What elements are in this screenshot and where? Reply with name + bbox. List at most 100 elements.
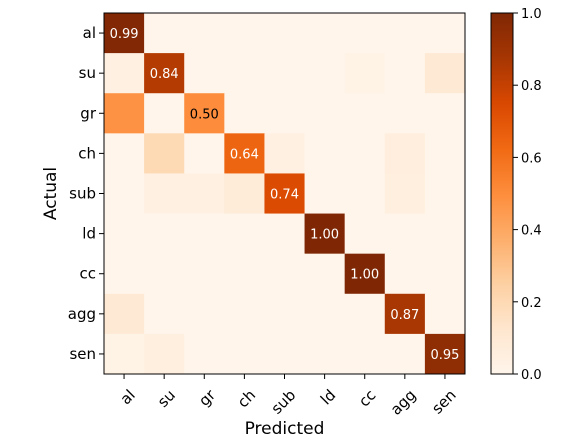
heatmap-cell-al-gr <box>184 13 225 54</box>
cell-value-label: 0.84 <box>150 67 179 82</box>
y-tick-label: ch <box>78 144 96 162</box>
cell-value-label: 1.00 <box>310 228 339 243</box>
colorbar: 0.0 0.2 0.4 0.6 0.8 1.0 <box>490 7 542 383</box>
heatmap-cell-sen-sub <box>264 333 306 375</box>
y-tick-label: su <box>79 64 96 82</box>
heatmap-cell-agg-sub <box>264 293 306 335</box>
heatmap-cell-sen-agg <box>384 333 426 375</box>
heatmap-cell-agg-sen <box>424 293 466 335</box>
heatmap-cell-cc-agg <box>384 253 426 295</box>
heatmap-cell-sen-su <box>144 333 185 375</box>
heatmap-cell-gr-ch <box>224 93 265 134</box>
heatmap-cell-ld-al <box>104 213 145 255</box>
heatmap-cell-su-sub <box>264 53 306 94</box>
heatmap-cell-su-ch <box>224 53 265 94</box>
heatmap-cell-ch-cc <box>344 133 386 174</box>
heatmap-cell-sub-gr <box>184 173 225 215</box>
heatmap-cell-sen-al <box>104 333 145 375</box>
heatmap-cell-al-ld <box>304 13 346 54</box>
x-tick-label: su <box>154 386 179 411</box>
cell-value-label: 0.50 <box>190 107 219 122</box>
heatmap-cell-agg-su <box>144 293 185 335</box>
heatmap-cell-agg-cc <box>344 293 386 335</box>
heatmap-cell-agg-gr <box>184 293 225 335</box>
cell-value-label: 0.87 <box>390 308 419 323</box>
heatmap-cell-ch-ld <box>304 133 346 174</box>
heatmap-cell-ch-sen <box>424 133 466 174</box>
heatmap-cell-ld-su <box>144 213 185 255</box>
heatmap-cell-ch-su <box>144 133 185 174</box>
colorbar-tick-label: 0.6 <box>521 151 542 166</box>
heatmap-cell-agg-ld <box>304 293 346 335</box>
heatmap-cell-agg-agg <box>384 293 426 335</box>
y-tick-label: cc <box>80 265 97 283</box>
cell-value-label: 1.00 <box>350 268 379 283</box>
x-tick-label: ld <box>317 386 339 408</box>
heatmap-cell-su-gr <box>184 53 225 94</box>
y-tick-label: sub <box>69 185 96 203</box>
heatmap-cell-ch-ch <box>224 133 265 174</box>
heatmap-cell-gr-al <box>104 93 145 134</box>
colorbar-ticks: 0.0 0.2 0.4 0.6 0.8 1.0 <box>513 7 542 383</box>
heatmap-cell-ch-agg <box>384 133 426 174</box>
heatmap-cell-sub-cc <box>344 173 386 215</box>
cell-value-label: 0.99 <box>110 27 139 42</box>
heatmap-cell-cc-cc <box>344 253 386 295</box>
heatmap-cell-cc-al <box>104 253 145 295</box>
heatmap-cell-labels: 0.99 0.84 0.50 0.64 0.74 1.00 1.00 0.87 0.95 <box>110 27 460 363</box>
heatmap-cell-al-ch <box>224 13 265 54</box>
heatmap-cell-al-sub <box>264 13 306 54</box>
heatmap-cell-al-cc <box>344 13 386 54</box>
y-tick-label: ld <box>82 225 96 243</box>
heatmap-cell-ld-ch <box>224 213 265 255</box>
heatmap-cell-al-al <box>104 13 145 54</box>
heatmap-cell-su-cc <box>344 53 386 94</box>
heatmap-cell-gr-gr <box>184 93 225 134</box>
colorbar-gradient <box>490 12 514 375</box>
heatmap-cell-gr-ld <box>304 93 346 134</box>
x-tick-label: sen <box>428 386 460 418</box>
x-tick-label: sub <box>268 386 300 418</box>
heatmap-cell-sen-gr <box>184 333 225 375</box>
x-tick-label: al <box>117 386 139 408</box>
colorbar-tick-label: 1.0 <box>521 7 542 22</box>
heatmap-cell-ch-al <box>104 133 145 174</box>
x-axis-ticks: al su gr ch sub ld cc agg sen <box>117 374 460 419</box>
heatmap-cell-su-su <box>144 53 185 94</box>
heatmap-cell-ld-ld <box>304 213 346 255</box>
y-tick-label: sen <box>69 345 96 363</box>
heatmap-cell-su-al <box>104 53 145 94</box>
x-axis-label: Predicted <box>245 419 325 439</box>
heatmap-cell-cc-ch <box>224 253 265 295</box>
heatmap-cell-sen-ch <box>224 333 265 375</box>
heatmap-cell-gr-sen <box>424 93 466 134</box>
colorbar-tick-label: 0.8 <box>521 79 542 94</box>
x-tick-label: gr <box>195 385 219 409</box>
heatmap-cell-sen-ld <box>304 333 346 375</box>
heatmap-cell-sen-sen <box>424 333 466 375</box>
y-axis-label: Actual <box>41 167 61 220</box>
heatmap-cell-cc-gr <box>184 253 225 295</box>
heatmap-cell-agg-al <box>104 293 145 335</box>
heatmap-cell-ld-sub <box>264 213 306 255</box>
heatmap-cell-ld-agg <box>384 213 426 255</box>
heatmap-cell-sub-agg <box>384 173 426 215</box>
heatmap-cell-gr-cc <box>344 93 386 134</box>
heatmap-cell-ld-cc <box>344 213 386 255</box>
heatmap-cells <box>104 13 466 375</box>
heatmap-cell-al-agg <box>384 13 426 54</box>
y-axis-ticks: al su gr ch sub ld cc agg sen <box>68 24 104 363</box>
heatmap-cell-sen-cc <box>344 333 386 375</box>
heatmap-cell-gr-su <box>144 93 185 134</box>
cell-value-label: 0.64 <box>230 147 259 162</box>
heatmap-cell-sub-su <box>144 173 185 215</box>
colorbar-tick-label: 0.2 <box>521 296 542 311</box>
heatmap-cell-sub-al <box>104 173 145 215</box>
heatmap-cell-cc-sub <box>264 253 306 295</box>
heatmap-cell-ch-sub <box>264 133 306 174</box>
heatmap-cell-ld-gr <box>184 213 225 255</box>
heatmap-cell-gr-agg <box>384 93 426 134</box>
heatmap-cell-sub-sub <box>264 173 306 215</box>
y-tick-label: agg <box>68 305 96 323</box>
